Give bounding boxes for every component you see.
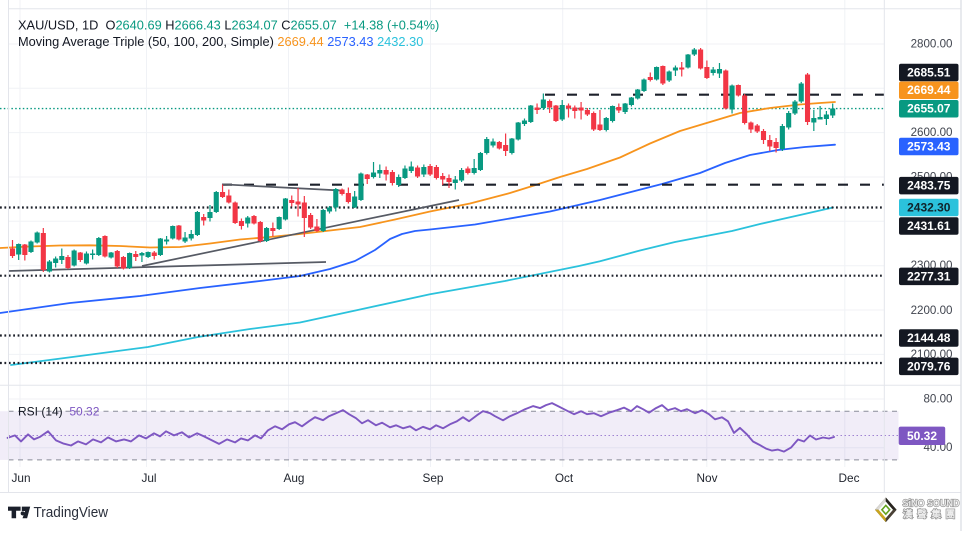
svg-text:2277.31: 2277.31	[907, 269, 951, 283]
svg-text:2685.51: 2685.51	[907, 66, 951, 80]
svg-text:XAU/USD, 1D O2640.69 H2666.43: XAU/USD, 1D O2640.69 H2666.43 L2634.07 C…	[18, 18, 439, 33]
svg-text:2600.00: 2600.00	[911, 126, 953, 139]
svg-text:Jun: Jun	[11, 471, 30, 485]
svg-text:2669.44: 2669.44	[907, 83, 951, 97]
svg-text:2483.75: 2483.75	[907, 179, 951, 193]
svg-text:Jul: Jul	[141, 471, 156, 485]
svg-text:2800.00: 2800.00	[911, 38, 953, 51]
svg-text:Dec: Dec	[839, 471, 860, 485]
svg-text:2431.61: 2431.61	[907, 219, 951, 233]
svg-text:2655.07: 2655.07	[907, 102, 951, 116]
svg-text:80.00: 80.00	[923, 393, 952, 406]
svg-text:2079.76: 2079.76	[907, 359, 951, 373]
svg-text:漢聲集團: 漢聲集團	[903, 508, 960, 520]
svg-text:SiNO SOUND: SiNO SOUND	[903, 498, 960, 510]
svg-text:50.32: 50.32	[907, 429, 937, 443]
svg-text:Moving Average Triple (50, 100: Moving Average Triple (50, 100, 200, Sim…	[18, 34, 423, 49]
svg-text:Aug: Aug	[284, 471, 305, 485]
svg-text:Sep: Sep	[423, 471, 444, 485]
svg-text:2573.43: 2573.43	[907, 139, 951, 153]
svg-text:Nov: Nov	[697, 471, 718, 485]
svg-text:TradingView: TradingView	[34, 504, 109, 521]
svg-text:RSI (14) 50.32: RSI (14) 50.32	[18, 405, 100, 419]
svg-text:2200.00: 2200.00	[911, 304, 953, 317]
svg-text:Oct: Oct	[555, 471, 574, 485]
svg-text:2432.30: 2432.30	[907, 201, 951, 215]
svg-text:2144.48: 2144.48	[907, 331, 951, 345]
